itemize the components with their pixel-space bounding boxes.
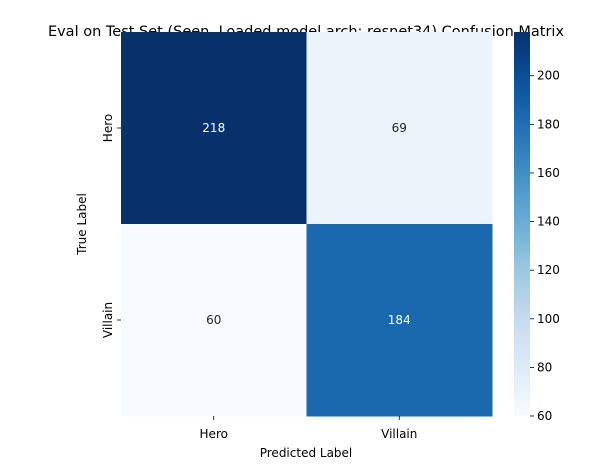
cell-value-label: 184 <box>388 313 411 327</box>
y-axis-label: True Label <box>75 193 89 256</box>
cell-value-label: 60 <box>206 313 221 327</box>
colorbar-tick-label: 140 <box>537 215 560 229</box>
heatmap-cell <box>306 224 493 417</box>
colorbar-tick-label: 100 <box>537 312 560 326</box>
heatmap-cell <box>121 224 307 417</box>
colorbar-tick-label: 120 <box>537 263 560 277</box>
colorbar-tick-label: 180 <box>537 117 560 131</box>
heatmap-cell <box>306 32 493 225</box>
y-tick-label: Hero <box>101 114 115 142</box>
cell-value-label: 218 <box>202 121 225 135</box>
heatmap-cell <box>121 32 307 225</box>
colorbar-tick-label: 60 <box>537 409 552 423</box>
colorbar-tick-label: 160 <box>537 166 560 180</box>
x-axis-label: Predicted Label <box>260 446 353 460</box>
cell-value-label: 69 <box>392 121 407 135</box>
colorbar-tick-label: 200 <box>537 69 560 83</box>
colorbar-tick-label: 80 <box>537 360 552 374</box>
x-tick-label: Hero <box>200 427 228 441</box>
y-tick-label: Villain <box>101 302 115 338</box>
colorbar <box>514 32 530 416</box>
x-tick-label: Villain <box>381 427 417 441</box>
